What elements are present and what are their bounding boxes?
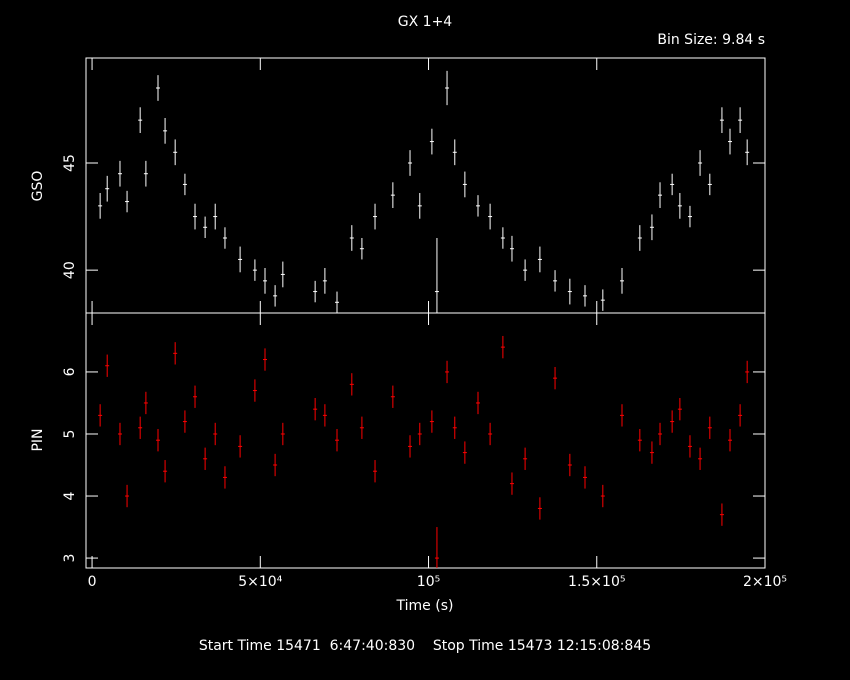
y-tick-label: 45 [62,154,78,172]
x-tick-label: 0 [88,574,97,590]
x-tick-label: 10⁵ [417,574,440,590]
panel-frame [85,312,766,569]
x-axis-title: Time (s) [396,598,454,614]
chart-title: GX 1+4 [398,14,453,30]
panel-frame [85,57,766,314]
y-tick-label: 40 [62,261,78,279]
y-axis-title: GSO [30,171,46,202]
y-axis-title: PIN [30,428,46,451]
y-tick-label: 6 [62,367,78,376]
y-tick-label: 3 [62,554,78,563]
x-tick-label: 5×10⁴ [238,574,282,590]
bin-size: Bin Size: 9.84 s [657,32,765,48]
y-tick-label: 4 [62,491,78,500]
time-range: Start Time 15471 6:47:40:830 Stop Time 1… [199,638,651,654]
x-tick-label: 2×10⁵ [743,574,787,590]
x-tick-label: 1.5×10⁵ [568,574,625,590]
y-tick-label: 5 [62,430,78,439]
